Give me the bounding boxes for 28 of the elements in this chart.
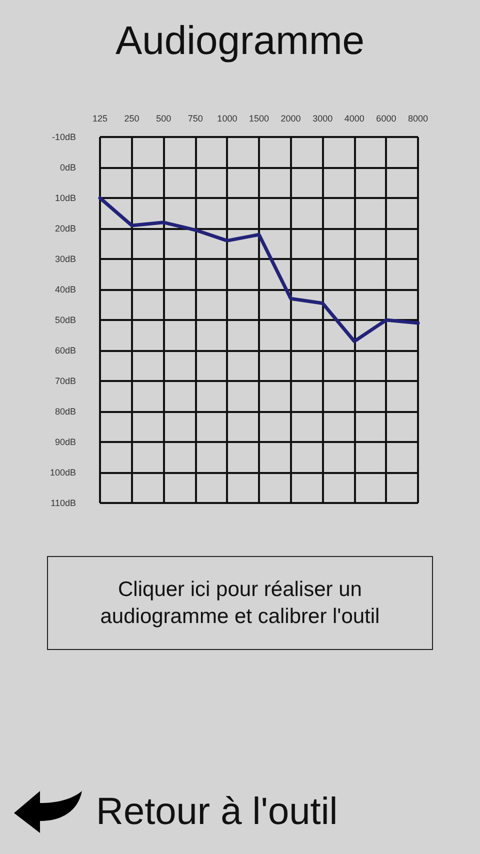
- button: Cliquer ici pour réaliser un audiogramme et calibrer l'outil: [47, 556, 433, 650]
- x-tick-label: 2000: [280, 114, 301, 124]
- y-tick-label: 70dB: [54, 376, 76, 386]
- x-tick-label: 8000: [408, 114, 428, 124]
- x-tick-label: 500: [156, 114, 172, 124]
- x-tick-label: 250: [124, 114, 140, 124]
- line-series: [98, 196, 420, 344]
- x-tick-label: 3000: [312, 114, 333, 124]
- y-tick-label: 10dB: [54, 193, 76, 203]
- x-tick-label: 6000: [376, 114, 396, 124]
- x-tick-label: 4000: [344, 114, 364, 124]
- x-tick-label: 125: [92, 114, 108, 124]
- y-tick-label: 0dB: [60, 162, 76, 172]
- y-tick-label: 20dB: [54, 224, 76, 234]
- y-tick-label: 80dB: [54, 406, 76, 416]
- chart-title: Audiogramme: [115, 19, 365, 63]
- x-tick-label: 750: [188, 114, 203, 124]
- y-tick-label: 90dB: [54, 437, 76, 447]
- y-tick-label: 110dB: [50, 498, 76, 508]
- y-tick-label: 100dB: [50, 468, 76, 478]
- y-tick-label: -10dB: [52, 132, 76, 142]
- y-tick-label: 60dB: [54, 346, 76, 356]
- text: Retour à l'outil: [96, 790, 338, 834]
- y-tick-label: 40dB: [54, 284, 76, 294]
- x-tick-label: 1500: [248, 114, 270, 124]
- y-tick-label: 50dB: [54, 315, 76, 325]
- x-tick-label: 1000: [217, 114, 238, 124]
- y-tick-label: 30dB: [54, 254, 76, 264]
